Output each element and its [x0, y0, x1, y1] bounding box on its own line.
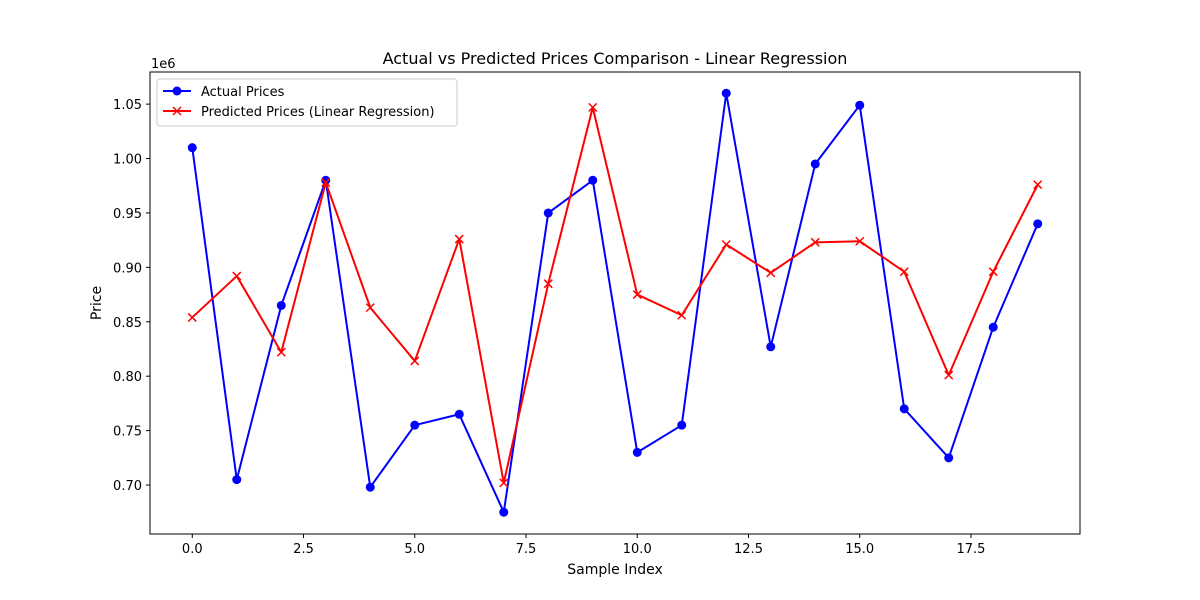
data-point-actual [499, 507, 509, 517]
legend-entry: Predicted Prices (Linear Regression) [163, 105, 435, 120]
series-line-1 [191, 106, 1039, 484]
x-tick-label: 12.5 [734, 542, 763, 557]
x-axis-label: Sample Index [567, 562, 662, 578]
x-tick-label: 15.0 [845, 542, 874, 557]
data-point-predicted [454, 234, 464, 244]
data-point-predicted [276, 347, 286, 357]
legend-label: Predicted Prices (Linear Regression) [201, 105, 435, 120]
y-tick-label: 0.90 [113, 261, 142, 276]
chart-title: Actual vs Predicted Prices Comparison - … [383, 49, 848, 68]
data-point-predicted [187, 312, 197, 322]
plot-frame [149, 71, 1081, 535]
data-point-actual [1033, 219, 1043, 229]
data-point-actual [276, 300, 286, 310]
data-point-predicted [632, 290, 642, 300]
y-axis-ticks: 0.70 0.75 0.80 0.85 0.90 0.95 1.00 1.05 [113, 98, 150, 494]
data-point-actual [543, 208, 553, 218]
data-point-predicted [677, 310, 687, 320]
series-line-0 [191, 92, 1039, 514]
y-tick-label: 0.75 [113, 425, 142, 440]
data-point-actual [721, 88, 731, 98]
data-point-predicted [810, 237, 820, 247]
data-point-predicted [1033, 180, 1043, 190]
data-point-actual [632, 447, 642, 457]
y-axis-offset-label: 1e6 [151, 57, 176, 72]
y-tick-label: 1.00 [113, 153, 142, 168]
y-tick-label: 0.85 [113, 316, 142, 331]
data-point-actual [588, 175, 598, 185]
data-point-actual [988, 322, 998, 332]
data-point-predicted [543, 279, 553, 289]
legend-box [156, 78, 458, 127]
data-point-predicted [721, 239, 731, 250]
legend-label: Actual Prices [201, 85, 285, 100]
y-tick-label: 0.80 [113, 370, 142, 385]
x-tick-label: 5.0 [404, 542, 425, 557]
data-point-actual [454, 409, 464, 419]
data-point-predicted [899, 267, 909, 277]
legend-marker [172, 86, 182, 96]
data-point-actual [944, 453, 954, 463]
data-point-actual [365, 482, 375, 492]
data-point-predicted [321, 177, 331, 187]
data-point-actual [677, 420, 687, 430]
data-point-predicted [499, 478, 509, 488]
data-point-actual [810, 159, 820, 169]
data-point-predicted [365, 303, 375, 313]
y-tick-label: 0.95 [113, 207, 142, 222]
data-point-predicted [988, 267, 998, 277]
data-point-actual [187, 143, 197, 153]
x-tick-label: 7.5 [516, 542, 537, 557]
data-point-predicted [588, 102, 598, 112]
x-tick-label: 2.5 [293, 542, 314, 557]
data-point-actual [232, 475, 242, 485]
data-point-predicted [855, 236, 865, 246]
data-point-predicted [410, 356, 420, 366]
data-point-predicted [944, 370, 954, 380]
data-point-actual [321, 175, 331, 185]
y-tick-label: 1.05 [113, 98, 142, 113]
data-point-actual [766, 342, 776, 352]
x-tick-label: 17.5 [957, 542, 986, 557]
legend: Actual Prices Predicted Prices (Linear Re… [156, 78, 458, 127]
data-point-actual [899, 404, 909, 414]
x-tick-label: 0.0 [182, 542, 203, 557]
data-point-predicted [766, 268, 776, 278]
data-point-predicted [232, 271, 242, 281]
series-layer [187, 88, 1043, 517]
y-axis-label: Price [89, 286, 105, 320]
data-point-actual [855, 100, 865, 110]
x-tick-label: 10.0 [623, 542, 652, 557]
legend-entry: Actual Prices [163, 85, 285, 100]
data-point-actual [410, 420, 420, 430]
y-tick-label: 0.70 [113, 479, 142, 494]
x-axis-ticks: 0.0 2.5 5.0 7.5 10.0 12.5 15.0 17.5 [182, 534, 986, 557]
